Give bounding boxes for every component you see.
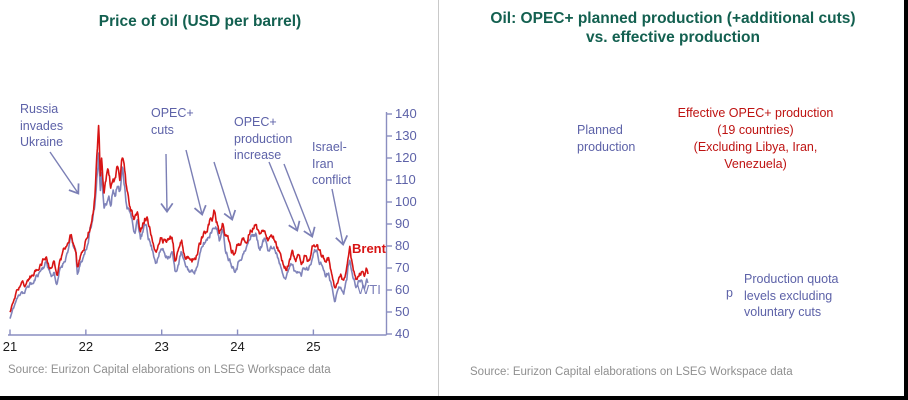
left-y-tick-40: 40	[395, 326, 410, 341]
right-chart-title-line2: vs. effective production	[586, 29, 760, 46]
label-voluntary-cuts: Voluntary cuts	[640, 244, 733, 259]
right-source-note: Source: Eurizon Capital elaborations on …	[470, 366, 793, 378]
left-y-tick-110: 110	[395, 172, 416, 187]
left-x-tick-24: 24	[230, 339, 245, 354]
label-stray-p: p	[726, 286, 733, 300]
oil-price-lines	[9, 124, 369, 319]
left-y-tick-80: 80	[395, 238, 410, 253]
screen-edge-right	[904, 0, 908, 400]
label-planned-production: Planned production	[577, 123, 636, 154]
right-chart-title-line1: Oil: OPEC+ planned production (+addition…	[490, 10, 856, 27]
left-y-tick-90: 90	[395, 216, 410, 231]
left-y-tick-60: 60	[395, 282, 410, 297]
annotation-israel-iran-conflict: Israel- Iran conflict	[312, 140, 351, 187]
left-source-note: Source: Eurizon Capital elaborations on …	[8, 364, 331, 376]
left-x-tick-21: 21	[2, 339, 18, 354]
left-chart-title: Price of oil (USD per barrel)	[98, 13, 302, 30]
annotation-russia-invades-ukraine: Russia invades Ukraine	[20, 102, 64, 149]
screen-edge-bottom	[0, 396, 908, 400]
left-y-tick-140: 140	[395, 106, 417, 121]
left-y-tick-130: 130	[395, 128, 417, 143]
annotation-opec-cuts: OPEC+ cuts	[151, 106, 194, 137]
label-effective-production: Effective OPEC+ production (19 countries…	[677, 106, 834, 171]
left-x-tick-22: 22	[78, 339, 94, 354]
right-chart-title: Oil: OPEC+ planned production (+addition…	[446, 9, 900, 47]
axes	[8, 112, 392, 336]
label-production-quota: Production quota levels excluding volunt…	[744, 272, 839, 319]
brent-series-label: Brent	[352, 241, 386, 256]
annotation-arrows	[49, 149, 349, 247]
annotation-opec-production-increase: OPEC+ production increase	[234, 115, 293, 162]
left-x-tick-25: 25	[306, 339, 321, 354]
left-y-tick-50: 50	[395, 304, 410, 319]
left-x-tick-23: 23	[154, 339, 169, 354]
panel-divider	[438, 0, 439, 396]
left-y-tick-120: 120	[395, 150, 417, 165]
wti-series-label: WTI	[357, 282, 381, 297]
left-y-tick-70: 70	[395, 260, 410, 275]
left-y-tick-100: 100	[395, 194, 417, 209]
